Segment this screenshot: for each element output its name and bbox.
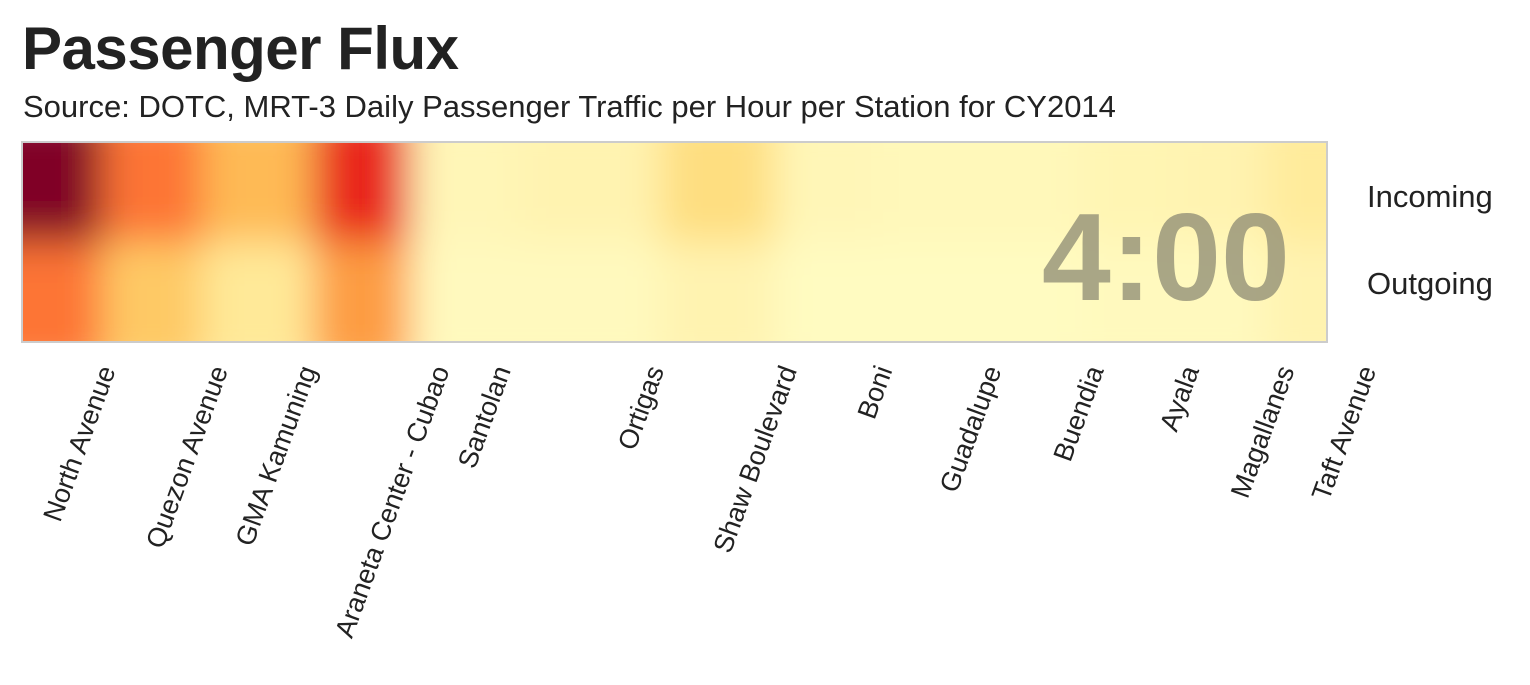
heatmap-blur-group [22,142,1327,342]
heat-cell-outgoing-2 [202,242,315,342]
station-label-0: North Avenue [38,362,122,526]
station-label-1: Quezon Avenue [140,362,234,552]
heat-cell-incoming-4 [410,142,519,242]
station-label-11: Magallanes [1225,362,1300,502]
heat-cell-incoming-2 [202,142,315,242]
heat-cell-incoming-8 [877,142,984,242]
heat-cell-incoming-5 [517,142,662,242]
station-label-6: Shaw Boulevard [708,362,803,557]
heat-cell-incoming-6 [660,142,777,242]
row-label-outgoing: Outgoing [1367,266,1493,301]
clock-time-label: 4:00 [1042,189,1290,327]
station-label-9: Buendia [1048,361,1110,465]
station-label-7: Boni [852,362,899,423]
heat-cell-outgoing-4 [410,242,519,342]
heat-cell-incoming-1 [102,142,204,242]
heat-cell-incoming-0 [22,142,104,242]
heat-cell-outgoing-11 [1177,242,1267,342]
heat-cell-outgoing-10 [1081,242,1179,342]
heat-cell-outgoing-1 [102,242,204,342]
station-label-10: Ayala [1154,361,1205,435]
heat-cell-incoming-12 [1265,142,1327,242]
station-label-2: GMA Kamuning [230,362,323,550]
heat-cell-incoming-7 [775,142,879,242]
heat-cell-incoming-11 [1177,142,1267,242]
heat-cell-outgoing-0 [22,242,104,342]
heat-cell-outgoing-12 [1265,242,1327,342]
heat-cell-outgoing-5 [517,242,662,342]
heatmap-cells [22,142,1327,342]
heat-cell-outgoing-7 [775,242,879,342]
station-label-4: Santolan [452,362,517,472]
chart-subtitle: Source: DOTC, MRT-3 Daily Passenger Traf… [23,89,1116,124]
heat-cell-incoming-9 [982,142,1083,242]
heat-cell-outgoing-9 [982,242,1083,342]
station-label-3: Araneta Center - Cubao [329,362,455,642]
heat-cell-incoming-3 [313,142,412,242]
heat-cell-outgoing-3 [313,242,412,342]
row-label-incoming: Incoming [1367,179,1493,214]
heat-cell-incoming-10 [1081,142,1179,242]
heat-cell-outgoing-8 [877,242,984,342]
heatmap-border [21,141,1328,343]
station-label-12: Taft Avenue [1306,362,1382,504]
station-label-8: Guadalupe [934,362,1007,496]
station-label-5: Ortigas [612,362,670,454]
heat-cell-outgoing-6 [660,242,777,342]
chart-title: Passenger Flux [22,15,459,82]
